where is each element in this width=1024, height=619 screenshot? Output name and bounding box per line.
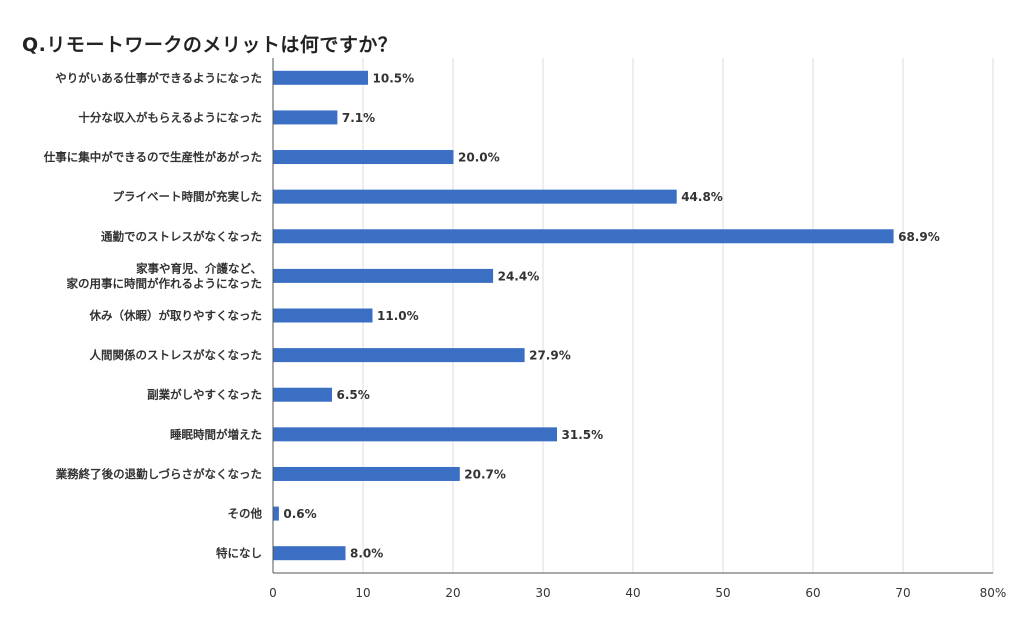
bar bbox=[273, 387, 332, 402]
category-label: 休み（休暇）が取りやすくなった bbox=[89, 309, 263, 323]
category-label: 家の用事に時間が作れるようになった bbox=[67, 276, 263, 290]
x-tick-label: 20 bbox=[445, 586, 460, 600]
x-tick-label: 10 bbox=[355, 586, 370, 600]
bar bbox=[273, 466, 460, 481]
x-tick-label: 40 bbox=[625, 586, 640, 600]
bar-value-label: 31.5% bbox=[562, 428, 604, 442]
category-label: 仕事に集中ができるので生産性があがった bbox=[43, 150, 262, 164]
category-label: 十分な収入がもらえるようになった bbox=[78, 110, 262, 124]
labels: 0 10 20 30 40 50 60 70 80% 10.5% やりがいある仕事ができるようになっ… bbox=[43, 71, 1007, 600]
category-label: 人間関係のストレスがなくなった bbox=[90, 348, 263, 362]
bar-value-label: 10.5% bbox=[373, 71, 415, 85]
chart-title: Q.リモートワークのメリットは何ですか？ bbox=[22, 34, 398, 56]
category-label: 特になし bbox=[216, 546, 262, 560]
bar bbox=[273, 348, 525, 363]
bar-value-label: 68.9% bbox=[898, 230, 940, 244]
bar-value-label: 20.7% bbox=[464, 467, 506, 481]
bar bbox=[273, 308, 373, 323]
x-tick-label: 0 bbox=[269, 586, 277, 600]
axes bbox=[272, 58, 993, 574]
bar bbox=[273, 229, 894, 244]
bars bbox=[273, 70, 894, 561]
bar bbox=[273, 110, 338, 125]
category-label: やりがいある仕事ができるようになった bbox=[55, 71, 262, 85]
bar-value-label: 24.4% bbox=[498, 269, 540, 283]
x-tick-label: 50 bbox=[715, 586, 730, 600]
x-tick-label: 80% bbox=[980, 586, 1007, 600]
bar bbox=[273, 189, 677, 204]
x-tick-label: 70 bbox=[895, 586, 910, 600]
bar-value-label: 6.5% bbox=[337, 388, 370, 402]
bar bbox=[273, 506, 279, 521]
x-tick-label: 60 bbox=[805, 586, 820, 600]
bar bbox=[273, 546, 346, 561]
bar-value-label: 0.6% bbox=[283, 507, 316, 521]
bar bbox=[273, 268, 494, 283]
x-tick-label: 30 bbox=[535, 586, 550, 600]
category-label: プライベート時間が充実した bbox=[113, 190, 263, 204]
category-label: その他 bbox=[228, 507, 263, 521]
bar-value-label: 20.0% bbox=[458, 151, 500, 165]
bar bbox=[273, 150, 454, 165]
bar bbox=[273, 427, 557, 442]
grid-lines bbox=[362, 58, 994, 573]
bar bbox=[273, 70, 368, 85]
category-label: 通勤でのストレスがなくなった bbox=[101, 229, 262, 243]
bar-value-label: 8.0% bbox=[350, 547, 383, 561]
category-label: 業務終了後の退勤しづらさがなくなった bbox=[55, 467, 262, 481]
category-label: 家事や育児、介護など、 bbox=[136, 261, 262, 275]
bar-value-label: 44.8% bbox=[681, 190, 723, 204]
bar-value-label: 7.1% bbox=[342, 111, 375, 125]
bar-value-label: 27.9% bbox=[529, 349, 571, 363]
category-label: 副業がしやすくなった bbox=[147, 388, 262, 402]
category-label: 睡眠時間が増えた bbox=[170, 427, 262, 441]
bar-value-label: 11.0% bbox=[377, 309, 419, 323]
